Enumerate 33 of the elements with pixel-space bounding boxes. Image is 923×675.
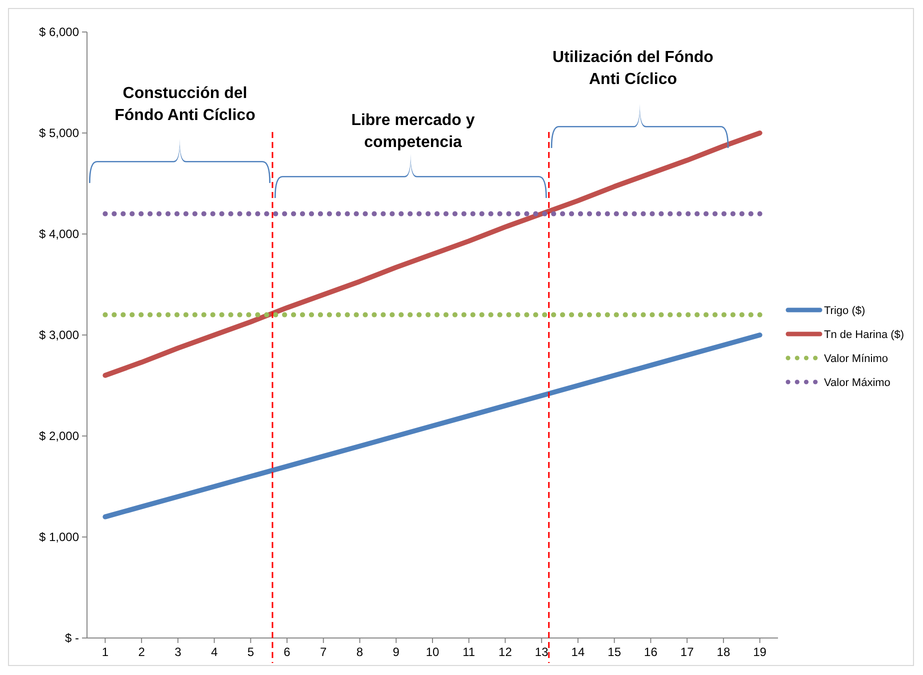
x-tick-label: 7 bbox=[320, 645, 328, 659]
x-tick-label: 19 bbox=[753, 645, 767, 659]
legend-label: Tn de Harina ($) bbox=[824, 328, 904, 341]
x-tick-label: 1 bbox=[102, 645, 109, 659]
x-tick-label: 14 bbox=[571, 645, 585, 659]
x-tick-label: 12 bbox=[498, 645, 512, 659]
y-tick-label: $ 1,000 bbox=[38, 530, 80, 544]
x-tick-label: 5 bbox=[247, 645, 254, 659]
y-tick-label: $ 3,000 bbox=[38, 328, 80, 342]
y-tick-label: $ 2,000 bbox=[38, 429, 80, 444]
y-tick-label: $ 5,000 bbox=[38, 126, 80, 140]
x-tick-label: 16 bbox=[644, 645, 658, 659]
x-tick-label: 10 bbox=[426, 645, 440, 659]
x-tick-label: 6 bbox=[284, 645, 291, 659]
x-tick-label: 9 bbox=[392, 645, 400, 659]
x-tick-label: 8 bbox=[356, 645, 364, 659]
x-tick-label: 4 bbox=[210, 645, 218, 659]
x-tick-label: 2 bbox=[138, 645, 146, 659]
legend-label: Trigo ($) bbox=[824, 304, 866, 317]
y-tick-label: $ 6,000 bbox=[38, 25, 80, 40]
annotation: Constucción del Fóndo Anti Cíclico bbox=[114, 85, 256, 124]
annotation: Utilización del Fóndo Anti Cíclico bbox=[552, 49, 714, 88]
y-tick-label: $ 4,000 bbox=[38, 227, 80, 242]
x-tick-label: 13 bbox=[534, 645, 549, 659]
x-tick-label: 11 bbox=[462, 645, 476, 659]
x-tick-label: 18 bbox=[716, 645, 730, 659]
annotation: Libre mercado y competencia bbox=[351, 112, 475, 151]
legend-label: Valor Máximo bbox=[824, 376, 890, 389]
x-tick-label: 3 bbox=[174, 645, 182, 659]
x-tick-label: 15 bbox=[608, 645, 622, 659]
y-tick-label: $ - bbox=[64, 631, 79, 646]
x-tick-label: 17 bbox=[680, 645, 694, 659]
legend-label: Valor Mínimo bbox=[824, 352, 888, 365]
